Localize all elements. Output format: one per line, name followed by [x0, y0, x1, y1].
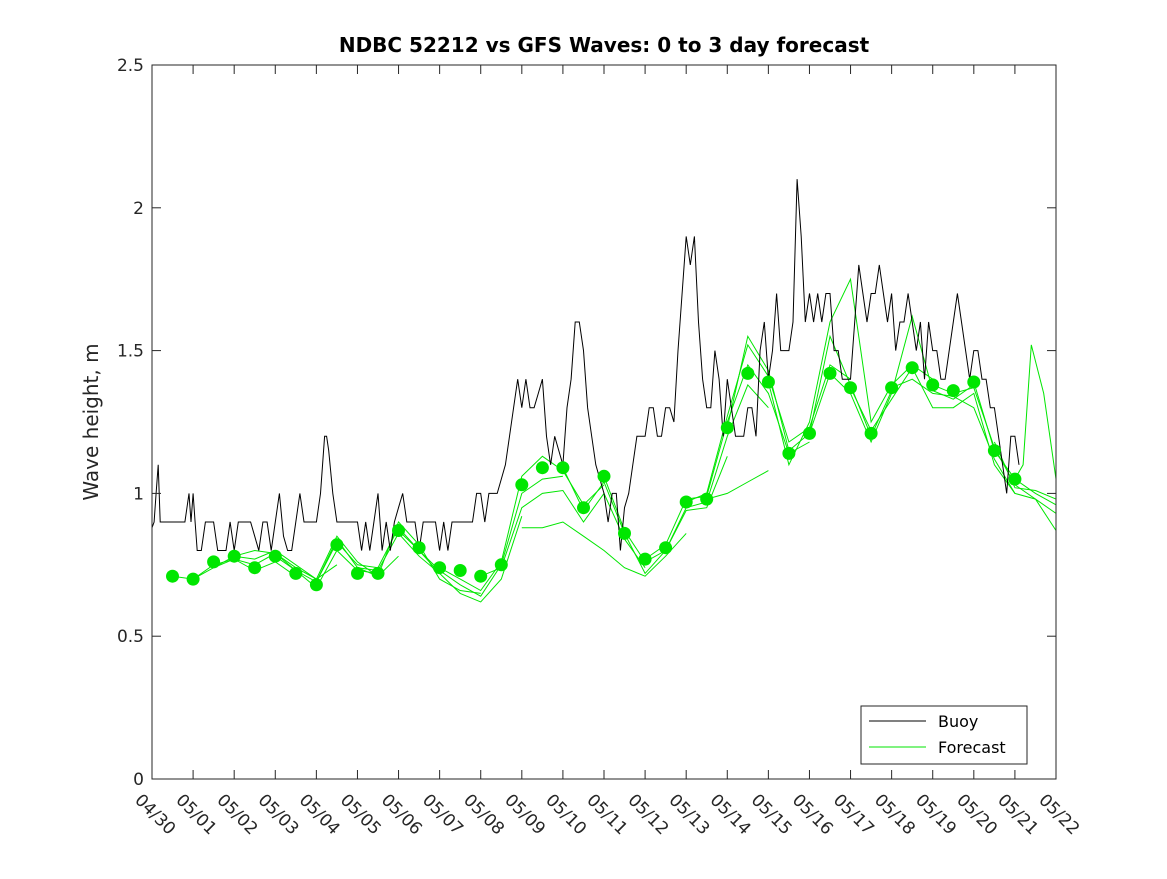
forecast-point [453, 564, 467, 577]
forecast-run-line-9 [480, 489, 646, 577]
forecast-point [597, 469, 611, 483]
forecast-point [1008, 472, 1022, 486]
buoy-line [151, 179, 1020, 551]
forecast-point [700, 492, 714, 506]
forecast-point [494, 558, 508, 572]
forecast-point [227, 549, 241, 563]
forecast-run-line-22 [973, 381, 1057, 506]
x-tick-label: 05/20 [952, 790, 1001, 839]
y-tick-label: 1 [133, 484, 144, 504]
y-axis-label: Wave height, m [79, 343, 103, 500]
forecast-point [782, 446, 796, 460]
forecast-run-line-7 [398, 475, 563, 597]
x-tick-label: 05/09 [500, 790, 549, 839]
forecast-point [885, 381, 899, 395]
plot-frame [151, 64, 1057, 780]
forecast-run-line-23 [993, 441, 1057, 500]
x-tick-label: 05/16 [788, 790, 837, 839]
forecast-point [905, 361, 919, 375]
forecast-point [330, 538, 344, 552]
forecast-point [268, 549, 282, 563]
forecast-run-line-15 [706, 470, 769, 500]
forecast-run-line-18 [809, 314, 975, 444]
forecast-point [659, 541, 673, 555]
y-tick-label: 0.5 [117, 627, 144, 647]
y-tick-label: 2.5 [117, 56, 144, 76]
forecast-point [946, 384, 960, 398]
forecast-run-line-20 [891, 378, 1057, 514]
forecast-point [741, 366, 755, 380]
forecast-point [351, 566, 364, 580]
x-tick-label: 05/07 [418, 790, 467, 839]
forecast-point [926, 378, 940, 392]
x-tick-label: 05/13 [665, 790, 714, 839]
forecast-point [618, 526, 631, 540]
forecast-point [433, 561, 447, 575]
x-tick-label: 05/15 [747, 790, 796, 839]
forecast-point [844, 381, 857, 395]
forecast-point [248, 561, 262, 575]
forecast-point [535, 461, 549, 475]
x-tick-label: 05/14 [706, 790, 755, 839]
legend-forecast-label: Forecast [938, 738, 1006, 757]
x-tick-label: 05/08 [459, 790, 508, 839]
x-tick-label: 05/04 [295, 790, 344, 839]
legend-buoy-label: Buoy [938, 712, 978, 731]
forecast-point [761, 375, 775, 389]
forecast-point [638, 552, 652, 566]
forecast-point [412, 541, 426, 555]
forecast-point [967, 375, 981, 389]
x-tick-label: 05/19 [911, 790, 960, 839]
forecast-point [720, 421, 734, 435]
x-tick-label: 05/11 [582, 790, 631, 839]
forecast-point [803, 426, 816, 440]
forecast-point [186, 572, 200, 586]
forecast-point [371, 566, 385, 580]
x-tick-label: 05/21 [993, 790, 1042, 839]
legend: Buoy Forecast [860, 705, 1028, 765]
forecast-point [987, 444, 1001, 458]
x-tick-label: 05/18 [870, 790, 919, 839]
x-tick-label: 05/17 [829, 790, 878, 839]
forecast-point [207, 555, 221, 569]
legend-box [860, 705, 1028, 765]
forecast-point [289, 566, 303, 580]
forecast-point [309, 578, 323, 592]
chart-title: NDBC 52212 vs GFS Waves: 0 to 3 day fore… [339, 33, 870, 57]
y-tick-label: 1.5 [117, 342, 144, 362]
plot-marks [151, 179, 1057, 603]
x-tick-label: 05/05 [336, 790, 385, 839]
forecast-point [556, 461, 570, 475]
x-tick-label: 05/01 [172, 790, 221, 839]
forecast-point [392, 524, 405, 537]
forecast-point [823, 366, 837, 380]
x-tick-label: 05/03 [254, 790, 303, 839]
x-tick-label: 05/02 [213, 790, 262, 839]
x-tick-label: 05/10 [541, 790, 590, 839]
x-tick-label: 04/30 [130, 790, 179, 839]
forecast-point [577, 501, 590, 515]
forecast-run-line-4 [275, 526, 440, 583]
forecast-point [679, 495, 693, 509]
forecast-run-line-17 [767, 277, 933, 467]
x-tick-label: 05/12 [624, 790, 673, 839]
x-tick-label: 05/06 [377, 790, 426, 839]
x-tick-label: 05/22 [1034, 790, 1083, 839]
forecast-point [864, 426, 878, 440]
forecast-point [474, 569, 488, 583]
forecast-run-line-13 [644, 363, 810, 560]
y-tick-label: 0 [133, 770, 144, 790]
forecast-run-line-11 [562, 456, 728, 575]
forecast-point [166, 569, 179, 583]
forecast-run-line-10 [521, 521, 687, 577]
forecast-point [515, 478, 529, 492]
y-tick-label: 2 [133, 199, 144, 219]
forecast-run-line-8 [439, 455, 605, 592]
forecast-run-line-24 [1014, 344, 1057, 480]
